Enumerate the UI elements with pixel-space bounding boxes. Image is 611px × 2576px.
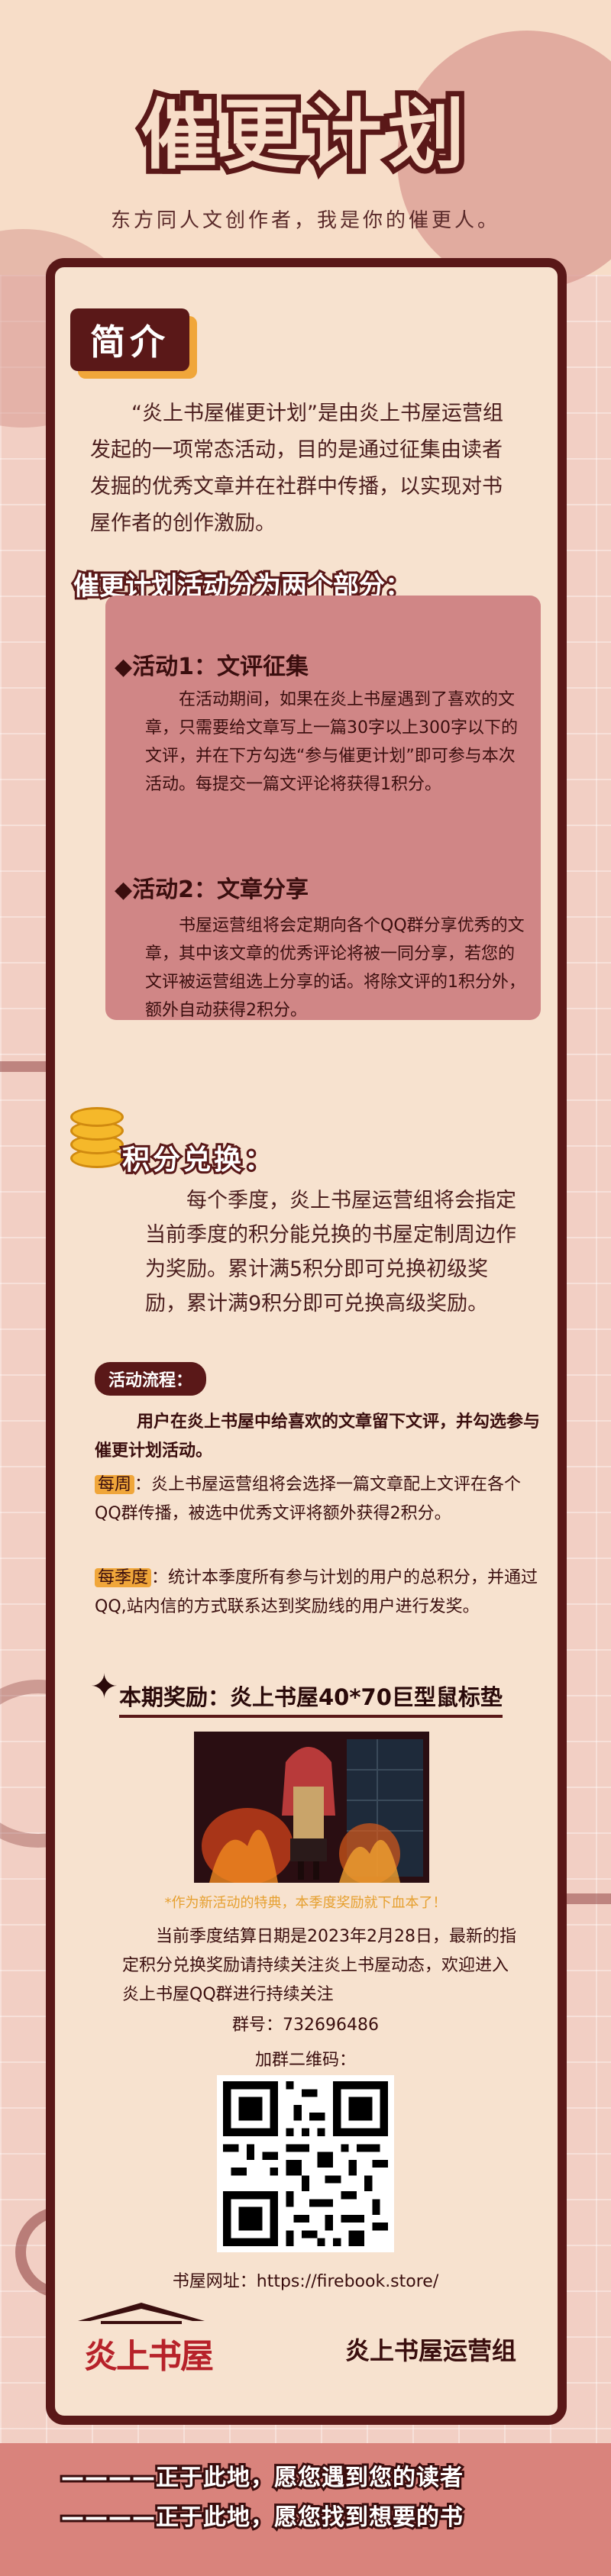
qr-code-icon[interactable] xyxy=(217,2075,394,2252)
weekly-text: ：炎上书屋运营组将会选择一篇文章配上文评在各个QQ群传播，被选中优秀文评将额外获… xyxy=(95,1475,522,1523)
page-subtitle: 东方同人文创作者，我是你的催更人。 xyxy=(110,209,500,232)
activity-2-title: ◆活动2：文章分享 xyxy=(115,876,309,903)
flow-tag: 活动流程： xyxy=(95,1362,207,1396)
motto-line-2: ————正于此地，愿您找到想要的书 xyxy=(59,2502,465,2533)
weekly-label: 每周 xyxy=(95,1475,135,1494)
season-info-text: 当前季度结算日期是2023年2月28日，最新的指定积分兑换奖励请持续关注炎上书屋… xyxy=(122,1927,516,2004)
activity-2-text: 书屋运营组将会定期向各个QQ群分享优秀的文章，其中该文章的优秀评论将被一同分享，… xyxy=(145,916,525,1020)
intro-heading: 简介 xyxy=(70,308,189,371)
flow-lead-text: 用户在炎上书屋中给喜欢的文章留下文评，并勾选参与催更计划活动。 xyxy=(95,1412,541,1461)
decor-blob xyxy=(397,31,611,290)
motto-line-1: ————正于此地，愿您遇到您的读者 xyxy=(59,2462,465,2494)
flow-seasonal: 每季度 ：统计本季度所有参与计划的用户的总积分，并通过QQ,站内信的方式联系达到奖… xyxy=(95,1564,545,1622)
intro-text: “炎上书屋催更计划”是由炎上书屋运营组发起的一项常态活动，目的是通过征集由读者发… xyxy=(90,402,503,535)
seasonal-text: ：统计本季度所有参与计划的用户的总积分，并通过QQ,站内信的方式联系达到奖励线的… xyxy=(95,1568,538,1616)
coin-stack-icon xyxy=(70,1099,127,1173)
logo-text: 炎上书屋 xyxy=(84,2337,214,2376)
flow-weekly: 每周 ：炎上书屋运营组将会选择一篇文章配上文评在各个QQ群传播，被选中优秀文评将额… xyxy=(95,1470,545,1528)
page-title: 催更计划 xyxy=(135,84,470,185)
decor-bottom-band xyxy=(0,2443,611,2576)
reward-artwork-image xyxy=(194,1732,429,1883)
seasonal-label: 每季度 xyxy=(95,1568,152,1587)
points-heading: 积分兑换： xyxy=(120,1142,276,1178)
activity-1-text: 在活动期间，如果在炎上书屋遇到了喜欢的文章，只需要给文章写上一篇30字以上300… xyxy=(145,690,518,794)
activities-box xyxy=(105,596,541,1020)
reward-note: *作为新活动的特典，本季度奖励就下血本了！ xyxy=(164,1895,447,1911)
points-text: 每个季度，炎上书屋运营组将会指定当前季度的积分能兑换的书屋定制周边作为奖励。累计… xyxy=(145,1189,516,1315)
qq-group-number: 群号：732696486 xyxy=(232,2016,379,2035)
reward-title: 本期奖励：炎上书屋40*70巨型鼠标垫 xyxy=(119,1680,503,1718)
sparkle-icon: ✦ xyxy=(90,1667,118,1706)
firebook-logo: 炎上书屋 xyxy=(70,2298,214,2376)
qr-label: 加群二维码： xyxy=(254,2051,356,2070)
activity-1-title: ◆活动1：文评征集 xyxy=(115,654,309,680)
site-url[interactable]: 书屋网址：https://firebook.store/ xyxy=(172,2272,439,2291)
team-name: 炎上书屋运营组 xyxy=(345,2336,517,2365)
